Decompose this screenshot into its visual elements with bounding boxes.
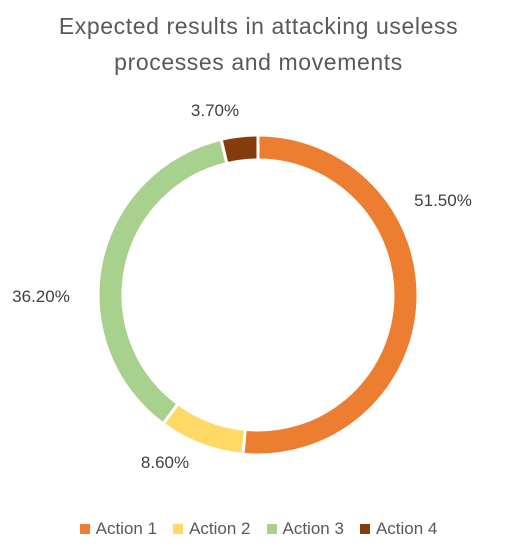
legend-label-action-4: Action 4 <box>375 519 438 538</box>
legend-item-action-3: Action 3 <box>266 519 344 539</box>
chart-title-line-2: processes and movements <box>114 49 403 75</box>
chart-title: Expected results in attacking useless pr… <box>0 8 517 80</box>
data-label-action-4: 3.70% <box>191 101 239 120</box>
donut-chart: 51.50% 8.60% 36.20% 3.70% <box>12 101 472 472</box>
data-label-action-1: 51.50% <box>414 191 472 210</box>
donut-slice-action-2 <box>161 401 247 456</box>
donut-slice-action-1 <box>241 133 420 457</box>
legend-swatch-action-4 <box>359 524 370 534</box>
legend-swatch-action-3 <box>266 524 277 534</box>
chart-title-line-1: Expected results in attacking useless <box>58 13 459 39</box>
legend-swatch-action-2 <box>173 524 184 534</box>
donut-slice-action-4 <box>219 133 260 166</box>
chart-legend: Action 1 Action 2 Action 3 Action 4 <box>0 519 517 539</box>
data-label-action-2: 8.60% <box>141 453 189 472</box>
legend-label-action-1: Action 1 <box>95 519 158 538</box>
legend-item-action-2: Action 2 <box>173 519 251 539</box>
legend-label-action-3: Action 3 <box>282 519 344 538</box>
donut-slice-action-3 <box>96 137 229 426</box>
legend-item-action-1: Action 1 <box>79 519 158 539</box>
legend-swatch-action-1 <box>79 524 90 534</box>
legend-item-action-4: Action 4 <box>359 519 438 539</box>
data-label-action-3: 36.20% <box>12 287 70 306</box>
legend-label-action-2: Action 2 <box>189 519 251 538</box>
